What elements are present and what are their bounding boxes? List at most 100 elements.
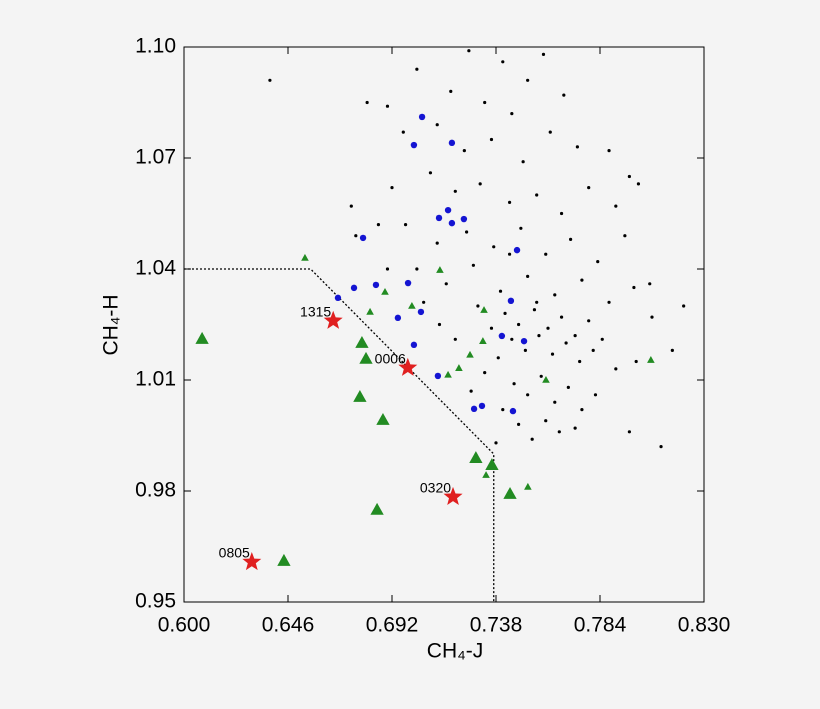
field-point	[569, 237, 573, 241]
x-tick-label: 0.600	[158, 614, 211, 637]
blue-point	[410, 341, 418, 349]
field-point	[483, 100, 487, 105]
small-triangle	[542, 376, 550, 383]
blue-point	[507, 297, 515, 305]
y-tick-label: 1.07	[135, 146, 176, 169]
small-triangle	[381, 287, 389, 295]
small-triangle	[479, 337, 487, 344]
field-point	[573, 334, 577, 338]
field-point	[587, 186, 591, 190]
field-point	[444, 282, 448, 286]
field-point	[596, 260, 600, 264]
small-triangle	[444, 370, 452, 378]
field-point	[544, 252, 548, 256]
blue-point	[350, 284, 358, 292]
field-point	[636, 182, 641, 186]
field-point	[401, 130, 405, 134]
field-point	[483, 371, 487, 375]
small-triangle	[647, 356, 655, 363]
large-triangle	[355, 336, 369, 348]
small-triangle	[366, 307, 374, 315]
field-point	[627, 430, 631, 434]
field-point	[498, 289, 503, 293]
field-point	[489, 326, 494, 330]
star-label: 0805	[219, 545, 250, 561]
field-point	[453, 337, 457, 341]
field-point	[607, 300, 611, 304]
field-point	[268, 78, 272, 82]
blue-point	[410, 141, 418, 149]
x-tick-label: 0.830	[678, 614, 731, 637]
field-point	[494, 441, 498, 445]
field-point	[575, 145, 579, 149]
field-point	[559, 315, 564, 319]
blue-point	[509, 407, 517, 415]
field-point	[435, 123, 439, 127]
field-point	[415, 267, 419, 271]
blue-point	[460, 215, 468, 223]
field-point	[521, 160, 525, 164]
field-point	[593, 393, 598, 397]
field-point	[670, 348, 674, 352]
field-point	[648, 282, 652, 286]
field-point	[587, 319, 591, 323]
field-point	[517, 322, 521, 327]
field-point	[526, 78, 530, 82]
field-point	[365, 100, 369, 105]
small-triangle	[436, 266, 444, 273]
field-point	[476, 304, 480, 308]
field-point	[465, 230, 469, 234]
plot-frame	[183, 46, 705, 603]
field-point	[632, 285, 636, 290]
field-point	[376, 223, 381, 227]
field-point	[489, 137, 494, 142]
blue-point	[417, 308, 425, 316]
blue-point	[404, 279, 412, 287]
field-point	[437, 322, 442, 327]
field-point	[562, 93, 566, 97]
field-point	[510, 337, 514, 341]
blue-point	[448, 139, 456, 147]
y-tick-label: 1.04	[135, 257, 176, 280]
field-point	[566, 385, 570, 389]
x-tick-label: 0.692	[366, 614, 419, 637]
field-point	[580, 408, 584, 412]
field-point	[537, 334, 541, 338]
small-triangle	[455, 364, 463, 371]
field-point	[627, 174, 631, 179]
field-point	[532, 308, 537, 312]
field-point	[385, 267, 390, 271]
field-point	[453, 189, 457, 193]
field-point	[510, 112, 514, 116]
field-point	[614, 367, 618, 371]
field-point	[503, 311, 507, 315]
y-tick-label: 0.95	[135, 590, 176, 613]
small-triangle	[482, 471, 490, 478]
field-point	[546, 326, 550, 330]
blue-point	[478, 402, 486, 410]
field-point	[390, 186, 394, 190]
star-label: 1315	[300, 304, 331, 320]
field-point	[526, 393, 530, 397]
x-tick-label: 0.738	[470, 614, 523, 637]
field-point	[496, 356, 500, 360]
field-point	[507, 200, 512, 204]
field-point	[469, 389, 473, 393]
x-tick-label: 0.784	[574, 614, 627, 637]
field-point	[564, 341, 568, 345]
field-point	[512, 382, 516, 386]
star-point	[323, 310, 343, 329]
field-point	[526, 274, 530, 278]
boundary-line	[184, 268, 495, 602]
field-point	[471, 263, 475, 267]
field-point	[634, 359, 638, 364]
large-triangle	[353, 390, 367, 402]
large-triangle	[376, 412, 390, 425]
large-triangle	[370, 502, 384, 515]
field-point	[548, 130, 552, 134]
y-tick-label: 0.98	[135, 479, 176, 502]
blue-point	[520, 337, 528, 345]
field-point	[501, 60, 505, 64]
blue-point	[435, 214, 443, 222]
blue-point	[444, 206, 452, 214]
